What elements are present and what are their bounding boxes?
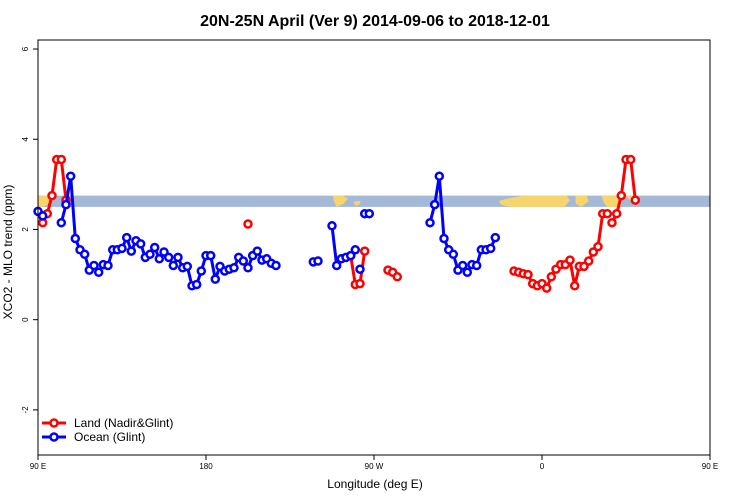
data-point [163, 252, 174, 263]
data-point [243, 219, 253, 229]
data-point [425, 217, 435, 228]
data-point [271, 260, 281, 271]
data-point [625, 154, 636, 165]
data-point [173, 252, 183, 263]
x-tick-label: 90 E [702, 462, 718, 471]
chart-title: 20N-25N April (Ver 9) 2014-09-06 to 2018… [200, 13, 550, 30]
data-point [56, 154, 67, 165]
y-tick-label: 4 [21, 136, 30, 141]
data-point [145, 249, 155, 260]
legend: Land (Nadir&Glint)Ocean (Glint) [42, 416, 173, 444]
data-point [37, 211, 48, 221]
data-point [243, 263, 253, 273]
legend-item-ocean: Ocean (Glint) [42, 430, 145, 444]
africa-landmass [499, 195, 570, 207]
data-point [583, 256, 594, 266]
data-point [471, 260, 482, 271]
y-tick-label: 0 [21, 317, 30, 322]
data-point [196, 266, 207, 276]
data-point [61, 199, 71, 210]
data-point [154, 254, 165, 264]
series-line [428, 174, 497, 274]
data-point [47, 190, 57, 201]
data-point [364, 208, 375, 219]
data-point [611, 208, 622, 219]
data-point [616, 190, 627, 201]
data-point [355, 278, 365, 289]
data-point [149, 242, 160, 253]
data-point [121, 232, 132, 243]
data-point [439, 233, 449, 244]
data-point [565, 255, 575, 265]
data-point [345, 250, 356, 261]
data-point [602, 208, 613, 219]
y-axis-label: XCO2 - MLO trend (ppm) [1, 185, 15, 320]
data-point [429, 199, 440, 210]
y-tick-label: 2 [21, 227, 30, 232]
land-ocean-map-band [38, 195, 710, 207]
data-point [434, 171, 445, 181]
india-landmass [601, 195, 623, 207]
data-point [457, 260, 468, 271]
data-point [490, 232, 501, 243]
legend-item-land: Land (Nadir&Glint) [42, 416, 173, 430]
data-point [331, 260, 342, 271]
data-point [392, 272, 403, 282]
data-point [313, 256, 323, 266]
data-point [229, 263, 239, 273]
data-point [359, 246, 370, 256]
data-point [126, 246, 137, 256]
data-point [70, 233, 81, 244]
data-point [103, 260, 113, 271]
arabia-landmass [575, 195, 589, 207]
data-point [238, 256, 249, 266]
x-tick-label: 90 E [30, 462, 46, 471]
data-point [350, 245, 361, 255]
series-land [37, 154, 641, 293]
caribbean-island [353, 200, 361, 206]
data-point [191, 279, 202, 290]
data-point [252, 246, 263, 256]
data-point [448, 249, 459, 260]
data-point [523, 269, 533, 280]
mexico-landmass [332, 195, 348, 207]
data-point [630, 195, 641, 205]
data-point [462, 267, 473, 278]
series-ocean [33, 171, 501, 291]
data-point [355, 264, 365, 274]
data-point [135, 239, 146, 249]
legend-marker [49, 432, 59, 442]
data-point [79, 249, 90, 260]
legend-label: Land (Nadir&Glint) [74, 416, 173, 430]
series-layer [33, 154, 641, 293]
data-point [593, 241, 603, 252]
data-point [182, 261, 193, 272]
data-point [89, 260, 99, 271]
data-point [546, 272, 557, 282]
data-point [205, 250, 216, 261]
y-tick-label: 6 [21, 46, 30, 51]
data-point [117, 243, 127, 254]
data-point [65, 171, 76, 181]
x-axis: 90 E 180 90 W 0 90 E [30, 455, 718, 471]
legend-label: Ocean (Glint) [74, 430, 145, 444]
data-point [569, 281, 580, 291]
data-point [607, 217, 617, 228]
y-axis: -2 0 2 4 6 [21, 46, 38, 413]
data-point [56, 217, 67, 228]
x-tick-label: 0 [540, 462, 545, 471]
ocean-band [38, 195, 710, 207]
x-tick-label: 90 W [365, 462, 384, 471]
data-point [93, 267, 104, 278]
y-tick-label: -2 [21, 406, 30, 414]
x-tick-label: 180 [199, 462, 213, 471]
legend-marker [49, 418, 59, 428]
x-axis-label: Longitude (deg E) [327, 477, 422, 491]
data-point [210, 274, 221, 284]
data-point [327, 221, 337, 231]
data-point [485, 243, 496, 254]
data-point [168, 260, 179, 271]
data-point [541, 283, 552, 293]
